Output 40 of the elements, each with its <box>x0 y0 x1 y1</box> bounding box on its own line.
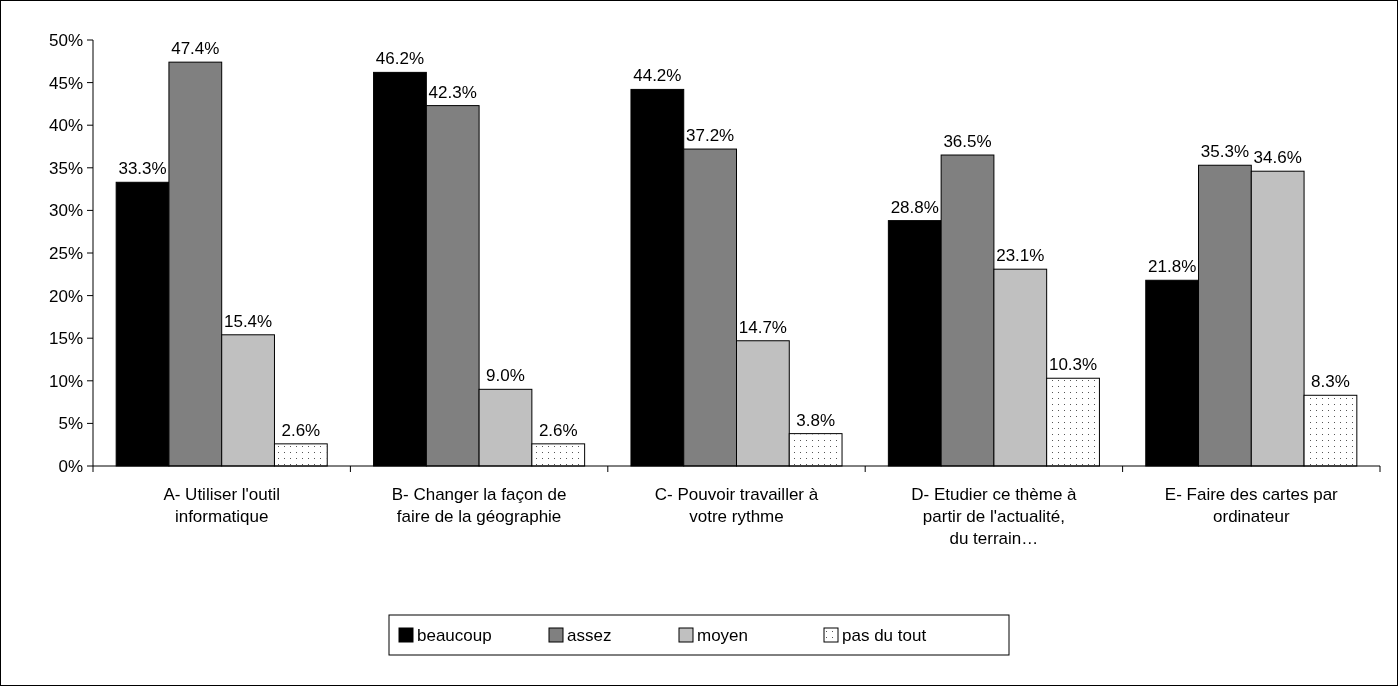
y-tick-label: 50% <box>48 31 83 50</box>
data-label: 8.3% <box>1311 372 1350 392</box>
data-label: 47.4% <box>171 39 220 59</box>
data-label: 34.6% <box>1253 148 1302 168</box>
x-tick-label: D- Etudier ce thème à partir de l'actualité, du terrain… <box>911 485 1078 548</box>
data-label: 23.1% <box>996 246 1045 266</box>
data-label: 46.2% <box>375 49 425 69</box>
y-tick-label: 35% <box>48 158 83 178</box>
data-label: 2.6% <box>538 420 578 440</box>
y-tick-label: 0% <box>58 457 83 476</box>
data-label: 42.3% <box>428 82 477 102</box>
data-label: 33.3% <box>118 159 167 179</box>
x-tick-label: C- Pouvoir travailler à votre rythme <box>654 485 819 526</box>
y-tick-label: 30% <box>48 201 83 221</box>
data-label: 14.7% <box>738 317 787 337</box>
y-tick-label: 5% <box>58 414 83 434</box>
y-tick-label: 10% <box>48 371 83 391</box>
data-label: 44.2% <box>633 66 682 86</box>
legend-label: beaucoup <box>417 626 492 645</box>
x-tick-label: B- Changer la façon de faire de la géographie <box>391 485 567 526</box>
y-tick-label: 15% <box>48 329 83 349</box>
data-label: 2.6% <box>281 420 321 440</box>
data-label: 10.3% <box>1048 355 1098 375</box>
data-label: 3.8% <box>796 410 836 430</box>
data-label: 37.2% <box>686 126 735 146</box>
y-tick-label: 25% <box>48 244 83 263</box>
data-label: 21.8% <box>1148 257 1197 277</box>
legend-label: moyen <box>697 626 749 645</box>
y-tick-label: 40% <box>48 116 83 136</box>
y-tick-label: 45% <box>48 73 83 93</box>
data-label: 35.3% <box>1200 142 1250 162</box>
y-tick-label: 20% <box>48 286 83 306</box>
data-label: 9.0% <box>486 366 525 386</box>
x-tick-label: A- Utiliser l'outil informatique <box>163 485 280 526</box>
legend-label: pas du tout <box>842 626 927 645</box>
data-label: 15.4% <box>223 311 273 331</box>
legend-label: assez <box>567 626 612 645</box>
x-tick-label: E- Faire des cartes par ordinateur <box>1164 485 1339 526</box>
data-label: 28.8% <box>890 197 939 217</box>
data-label: 36.5% <box>943 132 992 152</box>
